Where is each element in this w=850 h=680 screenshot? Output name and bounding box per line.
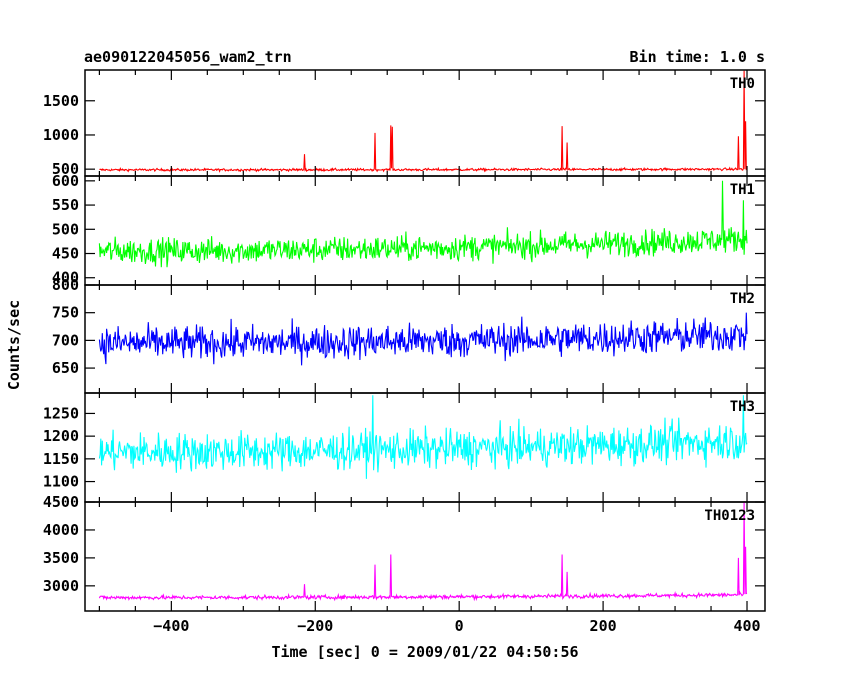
y-tick-label: 1250: [43, 404, 79, 422]
y-tick-label: 500: [52, 160, 79, 178]
chart-panels: 500 1000 1500 TH0 400 450 500 550 600 TH1 650 700 75…: [43, 69, 766, 635]
series-line-th0123: [98, 501, 748, 602]
x-tick-label: 200: [590, 617, 617, 635]
y-tick-label: 400: [52, 269, 79, 287]
y-tick-label: 700: [52, 331, 79, 349]
series-line-th0: [99, 70, 748, 173]
panel-tag: TH1: [730, 182, 755, 198]
panel-tag: TH0: [730, 76, 755, 92]
panel-th2: 650 700 750 800 TH2: [52, 276, 766, 394]
x-axis-label: Time [sec] 0 = 2009/01/22 04:50:56: [271, 643, 578, 661]
panel-frame: [84, 69, 766, 177]
series-line-th2: [98, 312, 748, 366]
panel-th3: 1100 1150 1200 1250 TH3: [43, 392, 766, 503]
y-tick-label: 500: [52, 220, 79, 238]
series-line-th1: [98, 180, 748, 268]
y-axis-label: Counts/sec: [5, 300, 23, 390]
panel-frame: [84, 501, 766, 612]
series-line-th3: [98, 395, 748, 479]
panel-th0: 500 1000 1500 TH0: [43, 69, 766, 178]
y-tick-label: 750: [52, 304, 79, 322]
x-tick-label: −400: [153, 617, 189, 635]
panel-frame: [84, 175, 766, 286]
y-tick-label: 1200: [43, 427, 79, 445]
chart-title: ae090122045056_wam2_trn: [84, 48, 292, 66]
x-tick-label: 400: [733, 617, 760, 635]
y-tick-label: 450: [52, 245, 79, 263]
y-tick-label: 550: [52, 196, 79, 214]
x-tick-label: 0: [455, 617, 464, 635]
y-tick-label: 3500: [43, 549, 79, 567]
panel-tag: TH2: [730, 291, 755, 307]
y-tick-label: 1100: [43, 473, 79, 491]
y-tick-label: 600: [52, 172, 79, 190]
x-tick-label: −200: [297, 617, 333, 635]
panel-tag: TH3: [730, 399, 755, 415]
chart-subtitle: Bin time: 1.0 s: [630, 48, 765, 66]
panel-tag: TH0123: [704, 508, 755, 524]
y-tick-label: 1150: [43, 450, 79, 468]
y-tick-label: 4000: [43, 521, 79, 539]
panel-th0123: 3000 3500 4000 4500 TH0123: [43, 493, 766, 612]
y-tick-label: 4500: [43, 493, 79, 511]
y-tick-label: 1500: [43, 92, 79, 110]
y-tick-label: 1000: [43, 126, 79, 144]
y-tick-label: 3000: [43, 577, 79, 595]
panel-th1: 400 450 500 550 600 TH1: [52, 172, 766, 287]
y-tick-label: 650: [52, 359, 79, 377]
y-tick-label: 800: [52, 276, 79, 294]
